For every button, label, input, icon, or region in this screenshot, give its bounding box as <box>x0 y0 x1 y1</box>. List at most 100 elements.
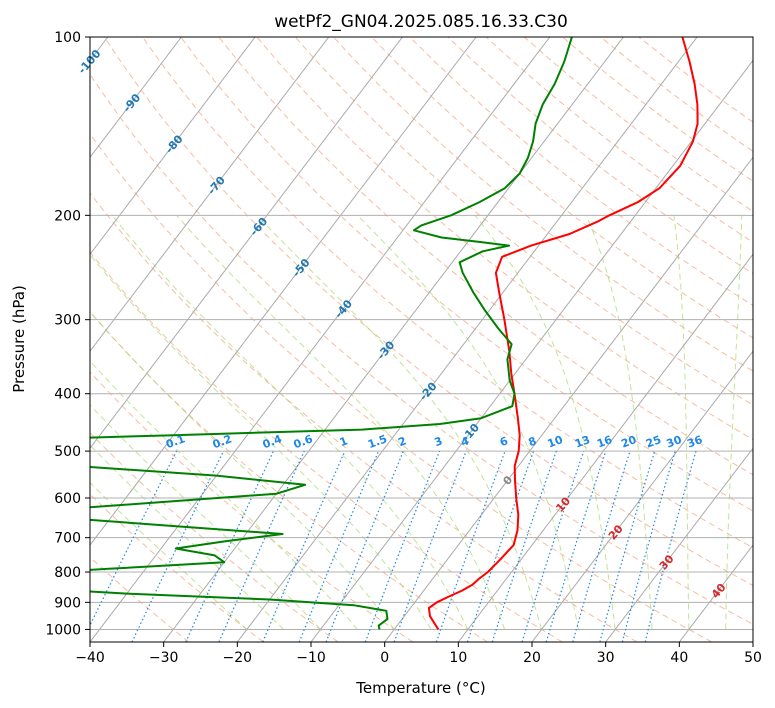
mixing-ratio-line <box>521 450 585 642</box>
mixing-ratio-line <box>325 450 404 642</box>
x-tick-label: 40 <box>670 650 688 666</box>
dry-adiabat-line <box>90 311 488 642</box>
x-tick-label: 0 <box>380 650 389 666</box>
y-tick-label: 700 <box>54 531 81 547</box>
mixing-ratio-label: 25 <box>644 433 663 450</box>
mixing-ratio-label: 1 <box>338 434 350 449</box>
moist-adiabat-line <box>90 310 395 630</box>
isotherm-label: -20 <box>417 379 440 403</box>
moist-adiabat-line <box>90 253 432 630</box>
dry-adiabat-line <box>90 192 638 642</box>
isotherm-line <box>457 253 753 642</box>
mixing-ratio-label: 3 <box>433 434 445 449</box>
isotherm-line <box>310 59 753 642</box>
isotherm-line <box>678 544 753 642</box>
mixing-ratio-line <box>621 450 676 642</box>
mixing-ratio-label: 1.5 <box>366 432 389 451</box>
isotherm-line <box>90 37 477 546</box>
isotherm-line <box>90 37 403 449</box>
x-tick-label: −30 <box>149 650 179 666</box>
isotherm-label: -90 <box>120 91 143 115</box>
isotherm-line <box>90 37 330 353</box>
mixing-ratio-line <box>218 450 305 642</box>
dry-adiabat-line <box>638 37 753 123</box>
dry-adiabat-line <box>256 37 753 441</box>
dry-adiabat-line <box>523 37 753 212</box>
mixing-ratio-label: 30 <box>665 433 684 451</box>
mixing-ratio-line <box>364 450 441 642</box>
isotherm-line <box>236 37 698 642</box>
dry-adiabat-line <box>90 493 264 642</box>
mixing-ratio-label: 13 <box>573 433 592 450</box>
dry-adiabat-line <box>333 37 753 372</box>
dry-adiabat-line <box>90 431 339 642</box>
mixing-ratio-label: 10 <box>546 433 565 451</box>
mixing-ratio-label: 36 <box>685 433 704 451</box>
chart-title: wetPf2_GN04.2025.085.16.33.C30 <box>274 12 568 32</box>
mixing-ratio-line <box>491 450 557 642</box>
y-tick-label: 300 <box>54 313 81 329</box>
mixing-ratio-label: 0.2 <box>211 432 234 451</box>
dry-adiabat-line <box>90 371 414 642</box>
y-tick-label: 400 <box>54 387 81 403</box>
x-tick-label: 20 <box>523 650 541 666</box>
moist-adiabat-line <box>176 214 506 630</box>
mixing-ratio-label: 4 <box>459 434 471 449</box>
y-tick-label: 1000 <box>45 622 81 638</box>
isotherm-line <box>90 37 256 256</box>
dry-adiabat-line <box>90 556 190 642</box>
x-tick-label: 30 <box>597 650 615 666</box>
moist-adiabat-line <box>111 214 469 630</box>
isotherm-line <box>605 447 753 642</box>
mixing-ratio-label: 2 <box>396 434 408 449</box>
isotherm-line <box>531 350 753 642</box>
isotherm-label: -80 <box>163 132 186 156</box>
mixing-ratio-line <box>435 450 506 642</box>
dry-adiabat-line <box>447 37 753 275</box>
dry-adiabat-line <box>485 37 753 243</box>
mixing-ratio-line <box>599 450 656 642</box>
mixing-ratio-label: 6 <box>498 434 510 449</box>
x-tick-label: 10 <box>449 650 467 666</box>
profile-lines <box>90 37 699 630</box>
inline-line-labels: -100-90-80-70-60-50-40-30-20-10010203040… <box>76 47 729 601</box>
x-axis-label: Temperature (°C) <box>355 679 485 697</box>
mixing-ratio-line <box>545 450 607 642</box>
moist-adiabat-line <box>90 404 321 630</box>
background-lines <box>90 37 753 642</box>
y-tick-label: 900 <box>54 595 81 611</box>
mixing-ratio-label: 0.1 <box>164 432 187 451</box>
x-tick-label: −10 <box>296 650 326 666</box>
mixing-ratio-line <box>644 450 697 642</box>
isotherm-line <box>90 37 551 642</box>
isotherm-label: -60 <box>247 215 270 239</box>
isotherm-label: 20 <box>606 522 626 542</box>
isotherm-label: 0 <box>501 473 516 488</box>
mixing-ratio-line <box>90 450 178 627</box>
dry-adiabat-line <box>180 37 753 512</box>
x-tick-label: −20 <box>223 650 253 666</box>
isotherm-label: -70 <box>205 173 228 197</box>
mixing-ratio-line <box>466 450 535 642</box>
mixing-ratio-line <box>262 450 346 642</box>
x-tick-label: 50 <box>744 650 762 666</box>
y-tick-label: 800 <box>54 565 81 581</box>
mixing-ratio-label: 20 <box>619 433 638 451</box>
mixing-ratio-label: 0.4 <box>261 432 284 451</box>
moist-adiabat-line <box>725 215 743 630</box>
y-axis-label: Pressure (hPa) <box>10 285 28 393</box>
dry-adiabat-line <box>90 73 753 625</box>
moist-adiabat-line <box>673 215 690 630</box>
isotherm-label: -40 <box>332 297 355 321</box>
isotherm-label: -30 <box>375 338 398 362</box>
dry-adiabat-line <box>294 37 753 406</box>
temperature-profile-line <box>427 37 699 630</box>
mixing-ratio-label: 16 <box>595 433 614 451</box>
mixing-ratio-label: 0.6 <box>292 432 315 451</box>
y-tick-label: 600 <box>54 491 81 507</box>
x-tick-label: −40 <box>75 650 105 666</box>
isotherm-line <box>384 156 753 642</box>
dewpoint-profile-line <box>90 37 573 630</box>
mixing-ratio-line <box>393 450 467 642</box>
